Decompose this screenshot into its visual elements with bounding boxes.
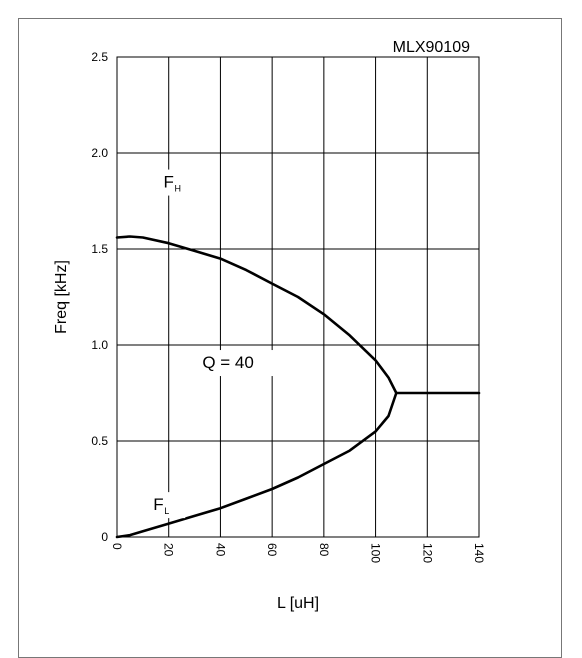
y-tick-labels: 0 0.5 1.0 1.5 2.0 2.5 bbox=[91, 50, 108, 544]
x-axis-label: L [uH] bbox=[277, 595, 319, 612]
y-axis-label: Freq [kHz] bbox=[53, 260, 70, 334]
x-tick-label: 20 bbox=[162, 543, 176, 557]
series-line bbox=[115, 391, 398, 539]
title-backdrop bbox=[364, 36, 474, 56]
y-tick-label: 1.0 bbox=[91, 338, 108, 352]
annotation-backdrop bbox=[145, 492, 186, 519]
y-tick-label: 2.0 bbox=[91, 146, 108, 160]
annotations: F HQ = 40F L bbox=[145, 169, 295, 519]
curves bbox=[115, 235, 481, 539]
annotation-label: Q = 40 bbox=[202, 353, 254, 372]
y-tick-label: 0.5 bbox=[91, 434, 108, 448]
chart-title: MLX90109 bbox=[393, 39, 470, 56]
x-tick-label: 0 bbox=[110, 543, 124, 550]
x-tick-label: 100 bbox=[369, 543, 383, 563]
series-line bbox=[115, 235, 398, 395]
annotation-subscript: L bbox=[164, 506, 169, 516]
annotation-backdrop bbox=[155, 169, 196, 196]
annotation-label: F bbox=[164, 173, 174, 192]
x-tick-label: 80 bbox=[317, 543, 331, 557]
annotation-subscript: H bbox=[175, 184, 182, 194]
x-tick-labels: 0 20 40 60 80 100 120 140 bbox=[110, 543, 486, 563]
chart-frame bbox=[18, 18, 562, 658]
x-tick-label: 40 bbox=[213, 543, 227, 557]
y-tick-label: 1.5 bbox=[91, 242, 108, 256]
annotation-backdrop bbox=[194, 350, 295, 377]
annotation-label: F bbox=[153, 495, 163, 514]
y-tick-label: 0 bbox=[101, 530, 108, 544]
x-tick-label: 120 bbox=[420, 543, 434, 563]
y-tick-label: 2.5 bbox=[91, 50, 108, 64]
x-tick-label: 140 bbox=[472, 543, 486, 563]
x-tick-label: 60 bbox=[265, 543, 279, 557]
plot-border bbox=[116, 56, 480, 538]
grid bbox=[117, 57, 479, 537]
